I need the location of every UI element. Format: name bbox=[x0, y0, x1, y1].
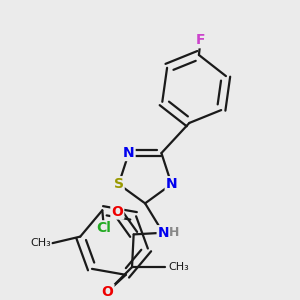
Text: H: H bbox=[169, 226, 180, 239]
Text: S: S bbox=[114, 177, 124, 191]
Text: N: N bbox=[123, 146, 135, 160]
Text: N: N bbox=[157, 226, 169, 240]
Text: N: N bbox=[166, 177, 177, 191]
Text: CH₃: CH₃ bbox=[30, 238, 51, 248]
Text: CH₃: CH₃ bbox=[168, 262, 189, 272]
Text: O: O bbox=[111, 205, 123, 218]
Text: Cl: Cl bbox=[97, 221, 111, 235]
Text: O: O bbox=[102, 285, 113, 298]
Text: F: F bbox=[196, 33, 205, 47]
